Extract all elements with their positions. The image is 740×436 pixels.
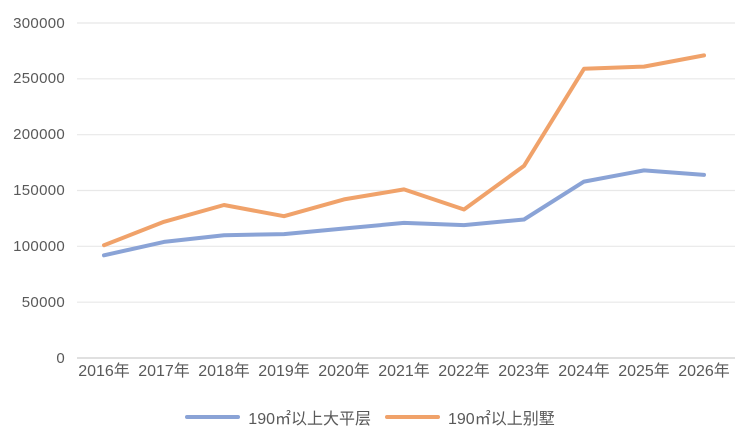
legend-label: 190㎡以上大平层 bbox=[248, 411, 371, 428]
y-tick-label: 100000 bbox=[13, 237, 65, 255]
legend-item-villa: 190㎡以上别墅 bbox=[385, 405, 555, 429]
x-tick-label: 2023年 bbox=[498, 363, 550, 380]
y-tick-label: 250000 bbox=[13, 70, 65, 88]
x-tick-label: 2018年 bbox=[198, 363, 250, 380]
legend-line-swatch-blue bbox=[185, 415, 241, 419]
y-tick-label: 200000 bbox=[13, 126, 65, 144]
y-tick-label: 0 bbox=[56, 349, 65, 367]
x-tick-label: 2024年 bbox=[558, 363, 610, 380]
y-tick-label: 150000 bbox=[13, 182, 65, 199]
x-tick-label: 2021年 bbox=[378, 363, 430, 380]
x-tick-label: 2017年 bbox=[138, 363, 190, 380]
y-tick-label: 300000 bbox=[13, 14, 65, 32]
x-tick-label: 2019年 bbox=[258, 363, 310, 380]
legend-label: 190㎡以上别墅 bbox=[448, 411, 555, 428]
legend-line-swatch-orange bbox=[385, 415, 440, 419]
x-tick-label: 2020年 bbox=[318, 363, 370, 380]
line-series-0 bbox=[102, 168, 706, 258]
x-tick-label: 2025年 bbox=[618, 363, 670, 380]
x-tick-label: 2022年 bbox=[438, 363, 490, 380]
legend: 190㎡以上大平层 190㎡以上别墅 bbox=[0, 405, 740, 429]
line-series-1 bbox=[102, 53, 706, 248]
x-tick-label: 2016年 bbox=[78, 363, 130, 380]
y-tick-label: 50000 bbox=[21, 293, 65, 311]
legend-item-flat: 190㎡以上大平层 bbox=[185, 405, 371, 429]
x-tick-label: 2026年 bbox=[678, 363, 730, 380]
